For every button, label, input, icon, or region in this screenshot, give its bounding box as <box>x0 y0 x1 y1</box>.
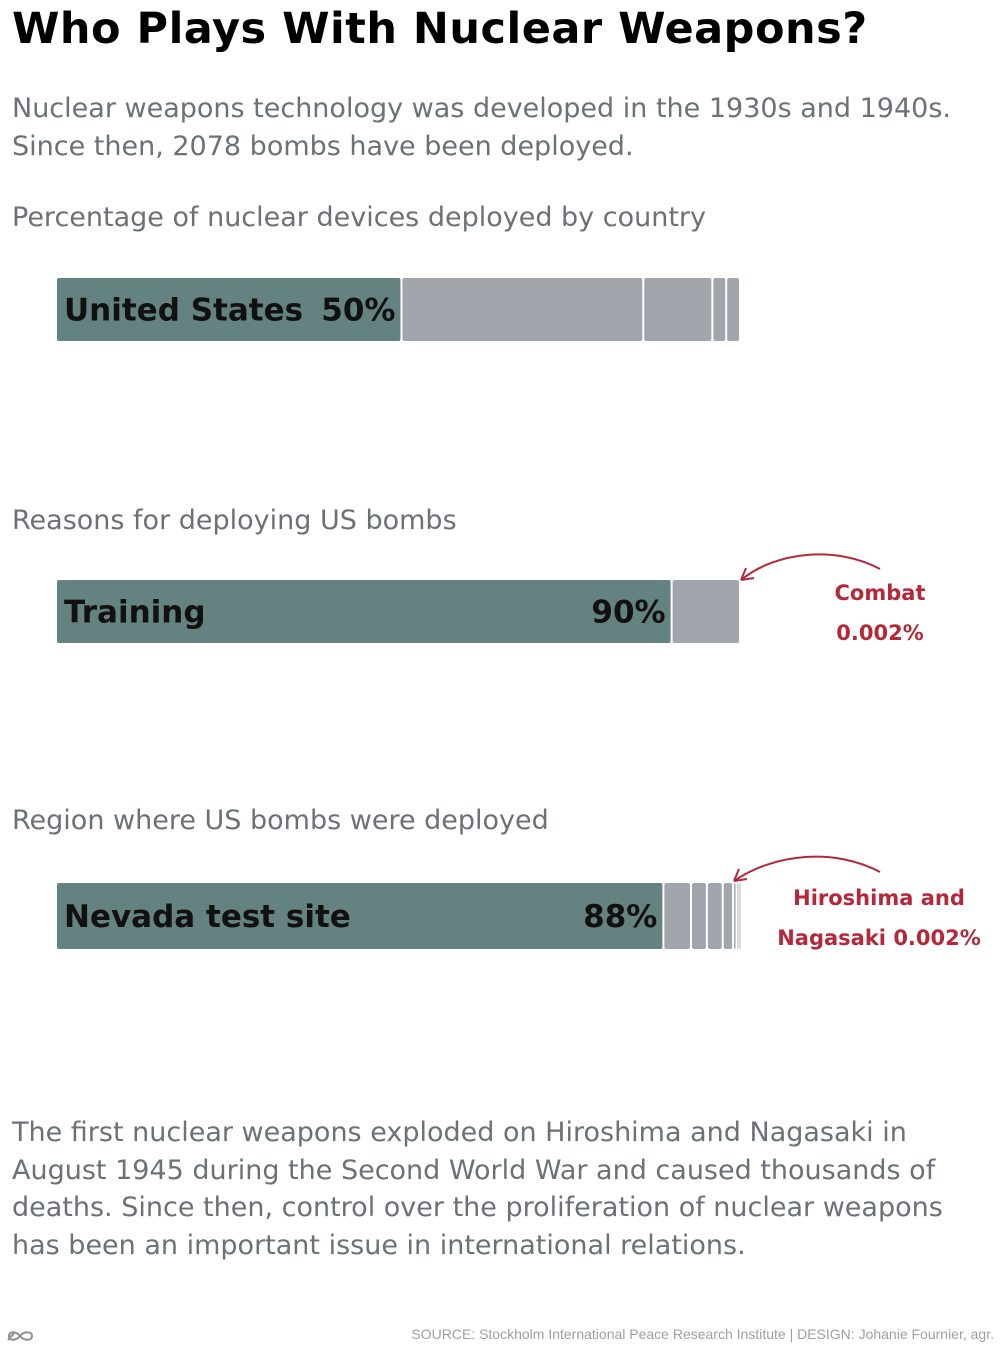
segment-name-label: United States <box>64 293 303 329</box>
bar-segment-3 <box>707 883 722 949</box>
footer-credits: SOURCE: Stockholm International Peace Re… <box>411 1326 994 1342</box>
segment-name-label: Nevada test site <box>64 899 351 935</box>
bar-segment-1 <box>402 278 643 341</box>
infinity-logo-icon <box>7 1331 34 1341</box>
callout-arrowhead <box>740 567 755 581</box>
outro-text: The first nuclear weapons exploded on Hi… <box>12 1114 997 1264</box>
outro-line-1: The first nuclear weapons exploded on Hi… <box>12 1117 907 1148</box>
chart-2-title: Reasons for deploying US bombs <box>12 505 457 536</box>
segment-name-label: Training <box>64 595 206 631</box>
segment-value-label: 88% <box>583 899 657 935</box>
page-title: Who Plays With Nuclear Weapons? <box>12 4 868 54</box>
bar-segment-7 <box>739 883 741 949</box>
highlight-bar-segment <box>57 883 663 949</box>
segment-value-label: 90% <box>591 595 665 631</box>
callout-label-line-1: Hiroshima and <box>793 886 965 910</box>
callout-label-line-2: Nagasaki 0.002% <box>777 926 981 950</box>
bar-segment-2 <box>691 883 706 949</box>
callout-label-line-1: Combat <box>835 581 926 605</box>
callout-arrowhead <box>733 868 748 882</box>
reasons-stacked-bar-chart: Training 90% Combat 0.002% <box>57 553 926 645</box>
callout-arrow <box>740 553 881 581</box>
bar-segment-4 <box>727 278 739 341</box>
intro-line-2: Since then, 2078 bombs have been deploye… <box>12 131 634 162</box>
region-stacked-bar-chart: Nevada test site 88% Hiroshima and Nagasaki… <box>57 855 981 950</box>
outro-line-4: has been an important issue in internati… <box>12 1229 746 1261</box>
callout-arrow <box>733 855 881 882</box>
bar-segment-3 <box>713 278 726 341</box>
intro-text: Nuclear weapons technology was developed… <box>12 90 1000 166</box>
country-stacked-bar-chart: United States 50% <box>57 278 739 341</box>
bar-segment-5 <box>734 883 736 949</box>
bar-segment-6 <box>737 883 739 949</box>
outro-line-2: August 1945 during the Second World War … <box>12 1154 936 1186</box>
bar-segment-2 <box>644 278 712 341</box>
outro-line-3: deaths. Since then, control over the pro… <box>12 1192 943 1223</box>
bar-segment-4 <box>723 883 733 949</box>
bar-segment-1 <box>672 580 739 643</box>
highlight-bar-segment <box>57 278 401 341</box>
segment-value-label: 50% <box>321 293 395 329</box>
bar-segment-1 <box>664 883 690 949</box>
intro-line-1: Nuclear weapons technology was developed… <box>12 93 951 124</box>
highlight-bar-segment <box>57 580 671 643</box>
chart-1-title: Percentage of nuclear devices deployed b… <box>12 202 706 233</box>
chart-3-title: Region where US bombs were deployed <box>12 805 549 836</box>
callout-label-line-2: 0.002% <box>836 621 923 645</box>
